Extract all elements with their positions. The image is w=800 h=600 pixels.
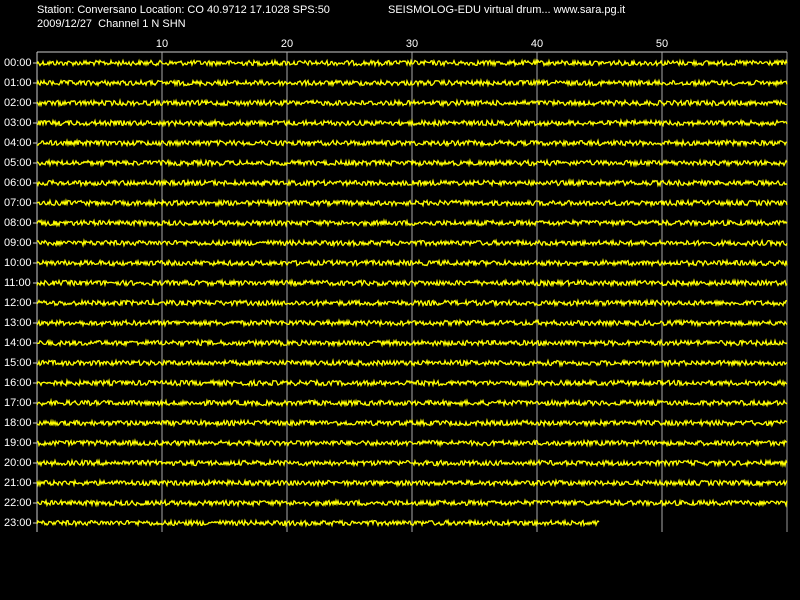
- trace: [36, 478, 788, 488]
- trace: [36, 178, 788, 188]
- trace: [36, 118, 788, 128]
- row-label: 18:00: [4, 417, 32, 429]
- row-label: 00:00: [4, 57, 32, 69]
- row-label: 05:00: [4, 157, 32, 169]
- trace: [36, 518, 600, 528]
- row-label: 10:00: [4, 257, 32, 269]
- row-label: 23:00: [4, 517, 32, 529]
- row-label: 13:00: [4, 317, 32, 329]
- x-tick-label: 50: [656, 38, 668, 50]
- row-label: 16:00: [4, 377, 32, 389]
- row-label: 21:00: [4, 477, 32, 489]
- trace: [36, 318, 788, 328]
- trace: [36, 218, 788, 228]
- trace: [36, 157, 788, 168]
- x-tick-label: 10: [156, 38, 168, 50]
- row-label: 22:00: [4, 497, 32, 509]
- row-label: 06:00: [4, 177, 32, 189]
- row-label: 14:00: [4, 337, 32, 349]
- trace: [36, 297, 788, 308]
- row-label: 08:00: [4, 217, 32, 229]
- trace: [36, 498, 788, 508]
- trace: [36, 238, 788, 248]
- trace: [36, 417, 788, 428]
- x-tick-label: 30: [406, 38, 418, 50]
- chart-subtitle: 2009/12/27 Channel 1 N SHN: [37, 18, 186, 30]
- trace: [36, 337, 788, 348]
- trace: [36, 397, 788, 409]
- row-label: 11:00: [4, 277, 31, 289]
- row-label: 09:00: [4, 237, 32, 249]
- trace: [36, 58, 788, 68]
- row-label: 01:00: [4, 77, 32, 89]
- trace: [36, 258, 788, 268]
- trace: [36, 277, 788, 288]
- trace: [37, 138, 788, 148]
- trace: [36, 358, 788, 369]
- row-label: 02:00: [4, 97, 32, 109]
- row-label: 03:00: [4, 117, 32, 129]
- row-label: 20:00: [4, 457, 32, 469]
- row-label: 19:00: [4, 437, 32, 449]
- row-label: 12:00: [4, 297, 32, 309]
- trace: [36, 198, 788, 208]
- trace: [36, 438, 788, 448]
- trace: [36, 78, 788, 88]
- trace: [36, 98, 788, 108]
- row-label: 04:00: [4, 137, 32, 149]
- header-right: SEISMOLOG-EDU virtual drum... www.sara.p…: [388, 4, 625, 16]
- row-label: 15:00: [4, 357, 32, 369]
- trace: [36, 457, 788, 468]
- row-label: 07:00: [4, 197, 32, 209]
- x-tick-label: 20: [281, 38, 293, 50]
- x-tick-label: 40: [531, 38, 543, 50]
- trace: [36, 377, 788, 388]
- row-label: 17:00: [4, 397, 32, 409]
- chart-title: Station: Conversano Location: CO 40.9712…: [37, 4, 330, 16]
